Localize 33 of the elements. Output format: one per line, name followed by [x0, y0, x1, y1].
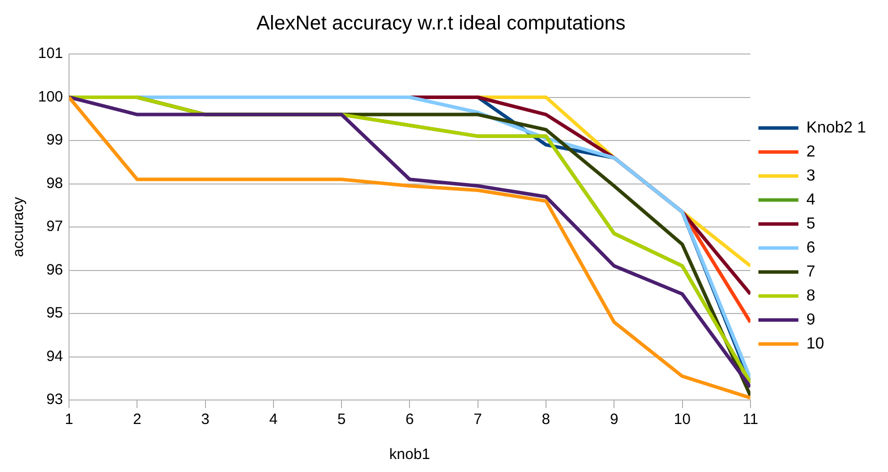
legend-label: 5 [806, 215, 816, 232]
y-tick-label: 95 [46, 304, 64, 322]
y-tick-label: 101 [38, 45, 64, 62]
x-tick-label: 2 [132, 411, 142, 428]
y-tick-label: 100 [38, 88, 64, 106]
legend-label: 8 [806, 287, 816, 304]
legend-label: Knob2 1 [806, 119, 866, 136]
y-axis-title: accuracy [10, 196, 28, 258]
legend-label: 4 [806, 191, 816, 208]
x-tick-label: 7 [474, 411, 482, 428]
legend-label: 6 [806, 239, 816, 256]
x-tick-label: 1 [64, 411, 74, 428]
legend-label: 7 [806, 263, 816, 280]
y-tick-label: 93 [46, 391, 64, 408]
legend-label: 3 [806, 167, 816, 184]
y-tick-label: 97 [46, 218, 64, 236]
x-tick-label: 6 [406, 411, 414, 428]
x-tick-label: 10 [674, 411, 691, 428]
y-tick-label: 94 [46, 348, 64, 365]
x-tick-label: 5 [337, 411, 346, 428]
x-tick-label: 11 [742, 411, 758, 428]
y-tick-label: 98 [46, 174, 64, 192]
x-tick-label: 8 [542, 411, 550, 428]
x-tick-label: 3 [201, 411, 210, 428]
y-tick-label: 99 [46, 132, 64, 149]
y-tick-label: 96 [46, 261, 64, 278]
x-tick-label: 9 [610, 411, 618, 428]
x-axis-title: knob1 [389, 446, 430, 464]
chart-title: AlexNet accuracy w.r.t ideal computations [256, 12, 626, 35]
legend-label: 9 [806, 311, 816, 328]
x-tick-label: 4 [269, 411, 278, 428]
legend-label: 2 [806, 143, 816, 160]
legend-label: 10 [806, 335, 824, 352]
